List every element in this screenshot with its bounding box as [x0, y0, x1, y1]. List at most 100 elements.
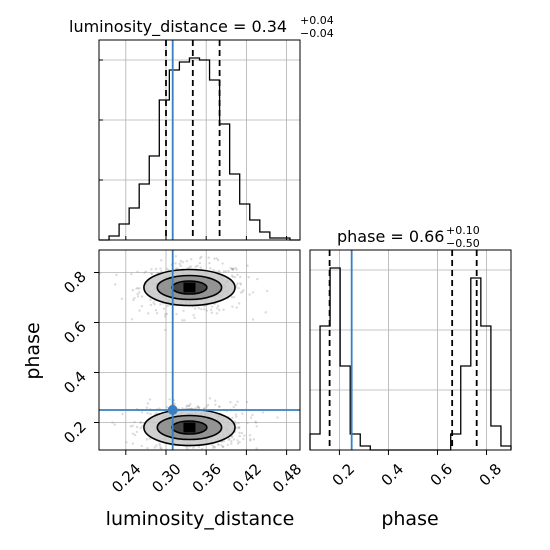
- scatter-point: [187, 462, 189, 464]
- scatter-point: [136, 270, 139, 274]
- scatter-point: [197, 307, 201, 310]
- scatter-point: [209, 308, 213, 312]
- scatter-point: [192, 313, 195, 317]
- scatter-point: [224, 270, 228, 273]
- scatter-point: [221, 445, 225, 448]
- scatter-point: [255, 447, 258, 450]
- scatter-point: [188, 266, 191, 269]
- scatter-point: [235, 415, 238, 419]
- scatter-point: [235, 268, 238, 271]
- scatter-point: [230, 435, 234, 439]
- hist-phase-steps: [309, 267, 512, 451]
- scatter-ytick-label: 0.4: [60, 368, 90, 398]
- scatter-point: [238, 440, 241, 444]
- scatter-point: [217, 270, 220, 273]
- scatter-point: [200, 307, 203, 311]
- scatter-xtick-label: 0.36: [189, 460, 225, 496]
- scatter-point: [222, 308, 225, 311]
- scatter-point: [181, 319, 184, 322]
- scatter-point: [206, 403, 210, 407]
- hist-distance-frame: [98, 39, 301, 241]
- scatter-point: [133, 433, 137, 437]
- scatter-point: [199, 266, 202, 269]
- scatter-point: [228, 437, 231, 440]
- scatter-point: [140, 411, 144, 414]
- scatter-point: [164, 328, 167, 332]
- scatter-point: [239, 275, 242, 279]
- scatter-point: [130, 272, 133, 276]
- scatter-point: [236, 273, 239, 276]
- scatter-point: [237, 426, 240, 429]
- scatter-point: [131, 424, 134, 428]
- scatter-point: [133, 420, 136, 424]
- scatter-point: [207, 256, 210, 259]
- scatter-point: [159, 446, 162, 450]
- panel-hist-luminosity-distance: [98, 39, 301, 241]
- scatter-point: [256, 277, 259, 281]
- scatter-point: [159, 267, 162, 270]
- scatter-point: [221, 445, 225, 449]
- scatter-point: [251, 318, 255, 321]
- scatter-point: [200, 255, 203, 259]
- hist-phase-title-sub: −0.50: [446, 237, 480, 250]
- scatter-point: [137, 295, 140, 298]
- hist-phase-xlabel: phase: [381, 508, 438, 530]
- scatter-point: [160, 447, 163, 450]
- scatter-point: [150, 272, 153, 275]
- scatter-point: [238, 431, 241, 435]
- scatter-point: [113, 423, 116, 426]
- scatter-point: [192, 446, 195, 449]
- scatter-point: [185, 259, 188, 263]
- scatter-point: [261, 411, 265, 414]
- scatter-point: [235, 306, 238, 309]
- scatter-point: [249, 439, 252, 442]
- scatter-point: [218, 308, 221, 312]
- scatter-point: [198, 261, 202, 265]
- scatter-point: [216, 304, 220, 308]
- scatter-point: [234, 403, 237, 407]
- scatter-point: [248, 293, 251, 296]
- scatter-point: [213, 445, 216, 448]
- scatter-point: [231, 416, 234, 420]
- scatter-point: [165, 267, 169, 271]
- scatter-point: [239, 282, 242, 285]
- scatter-point: [238, 434, 241, 438]
- scatter-point: [136, 292, 139, 296]
- scatter-point: [239, 291, 243, 294]
- scatter-point: [132, 298, 135, 302]
- scatter-point: [154, 308, 158, 312]
- scatter-point: [227, 438, 231, 441]
- scatter-point: [220, 444, 223, 447]
- scatter-truth-marker: [167, 405, 178, 415]
- scatter-point: [226, 443, 229, 447]
- scatter-point: [165, 312, 169, 316]
- scatter-point: [173, 402, 176, 405]
- scatter-xtick-label: 0.42: [229, 460, 265, 496]
- scatter-point: [135, 430, 139, 434]
- scatter-point: [168, 398, 171, 401]
- scatter-point: [176, 454, 178, 456]
- scatter-point: [196, 405, 200, 409]
- scatter-point: [233, 420, 237, 423]
- hist-phase-xtick-label: 0.2: [329, 460, 359, 490]
- scatter-point: [129, 425, 132, 428]
- scatter-point: [223, 450, 225, 452]
- scatter-point: [230, 295, 234, 299]
- scatter-point: [160, 269, 163, 273]
- scatter-point: [146, 402, 150, 405]
- scatter-inner: [99, 250, 300, 464]
- scatter-point: [236, 282, 239, 285]
- scatter-point: [217, 258, 220, 262]
- scatter-point: [144, 270, 148, 273]
- scatter-point: [148, 398, 152, 401]
- scatter-point: [247, 276, 250, 279]
- scatter-point: [178, 459, 180, 461]
- scatter-point: [159, 303, 162, 306]
- scatter-point: [125, 441, 128, 444]
- scatter-point: [186, 404, 189, 407]
- scatter-point: [231, 275, 235, 279]
- panel-scatter-phase-vs-distance: 0.24 0.30 0.36 0.42 0.48 0.2 0.4 0.6 0.8: [60, 249, 305, 496]
- scatter-point: [155, 411, 158, 415]
- scatter-point: [214, 399, 217, 402]
